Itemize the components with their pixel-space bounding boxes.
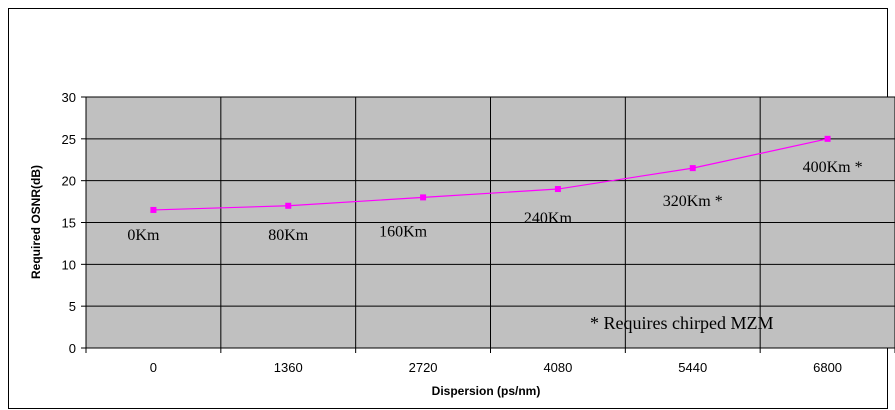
data-point-marker <box>689 165 696 172</box>
data-point-label: 80Km <box>268 227 309 244</box>
data-point-marker <box>150 206 157 213</box>
y-tick-label: 20 <box>62 174 76 189</box>
data-point-label: 320Km * <box>663 193 723 210</box>
grid-lines <box>86 96 895 348</box>
x-tick-label: 5440 <box>678 360 707 375</box>
y-tick-label: 30 <box>62 90 76 105</box>
x-tick-label: 6800 <box>813 360 842 375</box>
series-line <box>153 138 828 211</box>
chart-annotation: * Requires chirped MZM <box>590 313 773 333</box>
data-point-label: 240Km <box>524 210 573 227</box>
data-point-marker <box>554 186 561 193</box>
x-tick-label: 2720 <box>409 360 438 375</box>
x-tick-label: 4080 <box>543 360 572 375</box>
data-point-marker <box>824 135 831 142</box>
x-tick-label: 1360 <box>274 360 303 375</box>
data-series <box>150 135 831 213</box>
x-tick-label: 0 <box>150 360 157 375</box>
y-tick-label: 15 <box>62 216 76 231</box>
y-axis-title: Required OSNR(dB) <box>29 165 43 279</box>
data-point-label: 0Km <box>127 227 160 244</box>
y-tick-label: 5 <box>69 299 76 314</box>
data-point-label: 400Km * <box>803 159 863 176</box>
axes: 0 5 10 15 20 25 30 0 1360 2720 4080 5440 6800 <box>62 90 895 375</box>
data-point-marker <box>420 194 427 201</box>
data-point-label: 160Km <box>379 223 428 240</box>
y-tick-label: 10 <box>62 257 76 272</box>
point-labels: 0Km 80Km 160Km 240Km 320Km * 400Km * <box>127 159 862 244</box>
y-tick-label: 25 <box>62 132 76 147</box>
data-point-marker <box>285 202 292 209</box>
x-axis-title: Dispersion (ps/nm) <box>432 384 541 398</box>
y-tick-label: 0 <box>69 341 76 356</box>
